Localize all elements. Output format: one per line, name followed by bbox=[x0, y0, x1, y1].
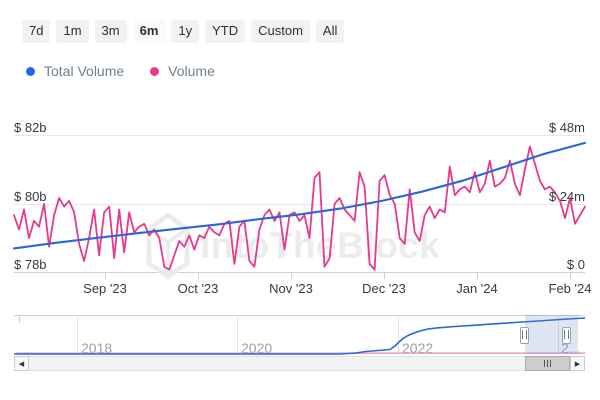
navigator-border bbox=[14, 315, 585, 316]
legend: Total Volume Volume bbox=[26, 63, 215, 79]
range-button-1y[interactable]: 1y bbox=[171, 20, 200, 43]
xaxis-label-oct23: Oct '23 bbox=[177, 281, 219, 296]
yaxis-right-label-24m: $ 24m bbox=[548, 189, 585, 204]
xaxis-label-jan24: Jan '24 bbox=[456, 281, 498, 296]
x-tick bbox=[384, 272, 385, 279]
range-button-3m[interactable]: 3m bbox=[94, 20, 127, 43]
yaxis-left-label-82b: $ 82b bbox=[14, 120, 47, 135]
range-button-1m[interactable]: 1m bbox=[56, 20, 89, 43]
scrollbar-right-arrow-icon[interactable]: ▶ bbox=[570, 356, 585, 371]
plot-area[interactable] bbox=[14, 115, 585, 272]
yaxis-right-label-48m: $ 48m bbox=[548, 120, 585, 135]
navigator-year-2022: 2022 bbox=[402, 340, 434, 356]
x-tick bbox=[105, 272, 106, 279]
navigator-gridline bbox=[237, 315, 238, 353]
navigator-year-2018: 2018 bbox=[81, 340, 113, 356]
xaxis-label-sep23: Sep '23 bbox=[83, 281, 127, 296]
legend-dot-total-volume-icon bbox=[26, 66, 35, 76]
scrollbar-track[interactable] bbox=[14, 356, 585, 371]
legend-item-total-volume[interactable]: Total Volume bbox=[26, 63, 124, 79]
range-button-custom[interactable]: Custom bbox=[251, 20, 310, 43]
navigator-right-handle[interactable] bbox=[562, 327, 571, 344]
scrollbar-left-arrow-icon[interactable]: ◀ bbox=[14, 356, 29, 371]
legend-item-volume[interactable]: Volume bbox=[150, 63, 215, 79]
yaxis-right-label-0: $ 0 bbox=[566, 257, 585, 272]
navigator-year-2020: 2020 bbox=[241, 340, 273, 356]
legend-label-volume: Volume bbox=[168, 63, 215, 79]
range-button-ytd[interactable]: YTD bbox=[205, 20, 246, 43]
range-button-7d[interactable]: 7d bbox=[22, 20, 51, 43]
time-range-toolbar: 7d 1m 3m 6m 1y YTD Custom All bbox=[22, 20, 345, 43]
navigator-gridline bbox=[398, 315, 399, 353]
scrollbar-thumb[interactable] bbox=[525, 356, 570, 371]
x-tick bbox=[570, 272, 571, 279]
range-button-all[interactable]: All bbox=[315, 20, 345, 43]
xaxis-label-dec23: Dec '23 bbox=[362, 281, 406, 296]
navigator-left-tick bbox=[19, 315, 20, 323]
xaxis-label-feb24: Feb '24 bbox=[548, 281, 592, 296]
range-button-6m[interactable]: 6m bbox=[132, 20, 166, 43]
navigator-left-handle[interactable] bbox=[520, 327, 529, 344]
legend-dot-volume-icon bbox=[150, 66, 160, 76]
xaxis-label-nov23: Nov '23 bbox=[269, 281, 313, 296]
x-tick bbox=[198, 272, 199, 279]
navigator-gridline bbox=[77, 315, 78, 353]
gridline-top bbox=[14, 135, 585, 136]
legend-label-total-volume: Total Volume bbox=[44, 63, 125, 79]
x-tick bbox=[291, 272, 292, 279]
x-tick bbox=[477, 272, 478, 279]
x-axis-line bbox=[14, 272, 585, 273]
